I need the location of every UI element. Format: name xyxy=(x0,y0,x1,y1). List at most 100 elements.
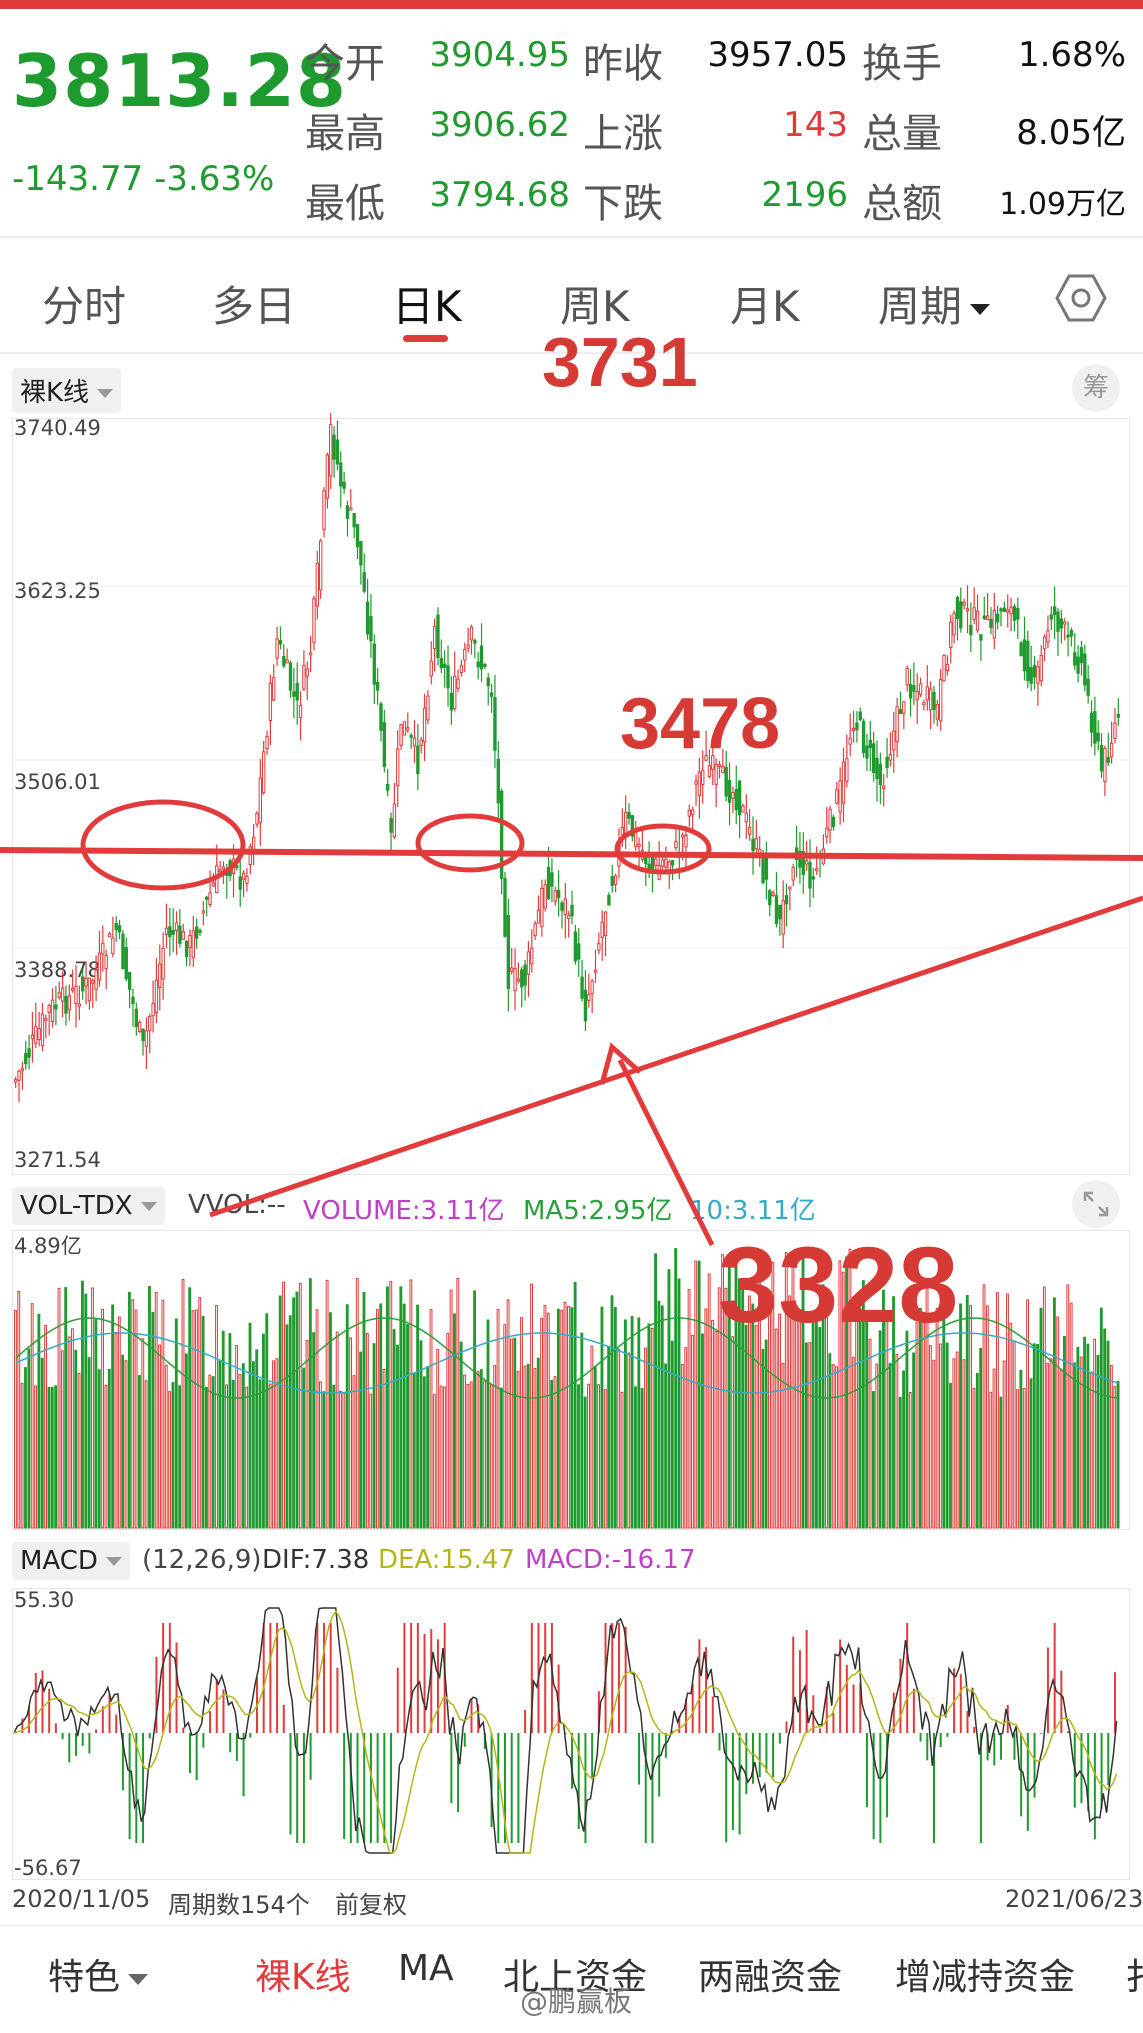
candle-body xyxy=(989,618,993,628)
candle-body xyxy=(352,513,356,528)
toolbar-holdings-change[interactable]: 增减持资金 xyxy=(895,1957,1076,1998)
candle-body xyxy=(124,947,128,980)
toolbar-northbound-funds[interactable]: 北上资金 xyxy=(503,1957,648,1998)
volume-bar xyxy=(151,1311,155,1529)
candle-body xyxy=(469,626,474,641)
candle-body xyxy=(459,665,464,674)
tab-period-dropdown[interactable]: 周期 xyxy=(878,273,991,334)
volume-bar xyxy=(526,1363,530,1529)
volume-bar xyxy=(1066,1284,1070,1529)
volume-bar xyxy=(560,1309,564,1529)
start-date: 2020/11/05 xyxy=(12,1885,151,1913)
candle-body xyxy=(577,943,581,960)
candle-body xyxy=(489,692,494,697)
candle-body xyxy=(389,817,393,833)
candle-body xyxy=(164,927,169,935)
candle-body xyxy=(778,904,782,920)
toolbar-ma[interactable]: MA xyxy=(398,1948,454,1989)
candle-body xyxy=(318,540,323,591)
candle-body xyxy=(533,923,537,936)
volume-bar xyxy=(838,1260,842,1529)
volume-bar xyxy=(1022,1387,1026,1529)
kline-y-tick: 3506.01 xyxy=(14,770,101,794)
macd-indicator-dropdown[interactable]: MACD xyxy=(12,1542,130,1580)
volume-bar xyxy=(292,1297,296,1529)
volume-bar xyxy=(603,1389,607,1529)
volume-bar xyxy=(1049,1358,1053,1529)
candle-body xyxy=(151,1002,155,1017)
toolbar-more[interactable]: 扌 xyxy=(1125,1948,1143,2000)
tab-multi-day[interactable]: 多日 xyxy=(212,282,297,331)
toolbar-naked-kline[interactable]: 裸K线 xyxy=(255,1957,351,1998)
candle-body xyxy=(1106,757,1110,763)
tab-intraday[interactable]: 分时 xyxy=(42,282,127,331)
volume-bar xyxy=(520,1317,523,1529)
volume-bar xyxy=(1026,1299,1030,1529)
tab-daily-k[interactable]: 日K xyxy=(392,282,462,331)
period-tabs: 分时 多日 日K 周K 月K 周期 xyxy=(0,245,1143,355)
volume-bar xyxy=(329,1312,332,1529)
volume-bar xyxy=(332,1384,336,1529)
volume-bar xyxy=(727,1262,731,1529)
candle-body xyxy=(949,621,953,649)
candle-body xyxy=(942,654,946,682)
candle-body xyxy=(630,815,635,837)
volume-bar xyxy=(318,1381,322,1529)
tab-monthly-k[interactable]: 月K xyxy=(730,282,800,331)
volume-bar xyxy=(335,1331,339,1529)
volume-indicator-dropdown[interactable]: VOL-TDX xyxy=(12,1187,165,1225)
toolbar-margin-funds[interactable]: 两融资金 xyxy=(698,1957,843,1998)
candle-body xyxy=(804,860,809,865)
volume-bar xyxy=(228,1333,232,1529)
chips-distribution-button[interactable]: 筹 xyxy=(1072,364,1120,412)
volume-bar xyxy=(161,1299,165,1529)
candle-body xyxy=(1056,611,1060,632)
volume-bar xyxy=(298,1282,302,1529)
volume-bar xyxy=(469,1381,473,1529)
volume-bar xyxy=(17,1290,21,1529)
candle-body xyxy=(245,875,249,884)
volume-bar xyxy=(70,1328,74,1529)
volume-bar xyxy=(510,1338,513,1529)
candle-body xyxy=(965,608,970,612)
volume-bar xyxy=(483,1380,487,1529)
candle-body xyxy=(1026,640,1030,682)
candle-body xyxy=(476,661,480,668)
volume-bar xyxy=(121,1354,125,1529)
hexagon-settings-icon[interactable] xyxy=(1055,272,1107,328)
candle-body xyxy=(704,754,708,761)
volume-bar xyxy=(241,1363,245,1529)
candle-body xyxy=(422,707,427,743)
candle-body xyxy=(848,737,852,745)
featured-dropdown[interactable]: 特色 xyxy=(48,1948,149,2000)
macd-chart[interactable] xyxy=(0,1588,1143,1880)
volume-bar xyxy=(221,1330,225,1529)
volume-bar xyxy=(516,1371,520,1529)
volume-y-top: 4.89亿 xyxy=(14,1234,82,1258)
volume-bar xyxy=(985,1305,989,1529)
volume-bar xyxy=(312,1332,316,1529)
candle-body xyxy=(610,876,614,886)
annotation-3328: 3328 xyxy=(718,1224,959,1345)
volume-bar xyxy=(915,1322,919,1529)
volume-bar xyxy=(503,1324,507,1529)
candle-body xyxy=(345,505,350,519)
kline-type-dropdown[interactable]: 裸K线 xyxy=(12,368,122,413)
volume-bar xyxy=(670,1340,674,1529)
expand-icon[interactable] xyxy=(1072,1180,1120,1228)
volume-bar xyxy=(107,1369,111,1529)
candle-body xyxy=(1019,642,1023,657)
candle-body xyxy=(295,682,299,701)
candle-body xyxy=(654,858,658,867)
volume-bar xyxy=(794,1310,798,1529)
volume-chart[interactable] xyxy=(0,1230,1143,1530)
candle-body xyxy=(553,890,557,902)
candle-body xyxy=(194,926,199,939)
tab-weekly-k[interactable]: 周K xyxy=(560,282,630,331)
amount-value: 1.09万亿 xyxy=(999,187,1126,222)
candle-body xyxy=(932,691,936,710)
candle-body xyxy=(939,679,943,722)
candle-body xyxy=(687,809,692,817)
high-label: 最高 xyxy=(305,111,385,157)
volume-bar xyxy=(191,1310,195,1529)
